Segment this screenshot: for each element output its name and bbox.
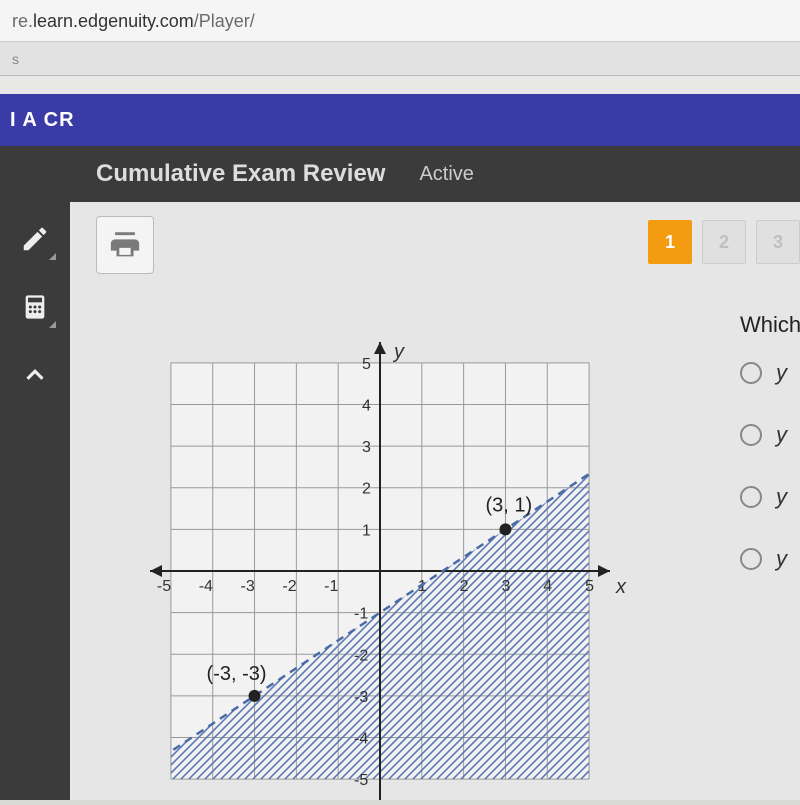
svg-text:-2: -2 [282, 578, 296, 595]
question-column: Which y y y y [740, 312, 800, 608]
left-toolbar [0, 202, 70, 800]
svg-text:4: 4 [362, 397, 371, 414]
inequality-graph: -5-4-3-2-112345-5-4-3-2-112345xy(3, 1)(-… [120, 312, 640, 800]
svg-text:(3, 1): (3, 1) [485, 494, 532, 516]
option-c-label: y [776, 484, 787, 510]
svg-text:y: y [392, 341, 405, 363]
svg-text:2: 2 [460, 578, 469, 595]
svg-text:5: 5 [362, 356, 371, 373]
svg-text:1: 1 [362, 522, 371, 539]
calculator-icon [21, 293, 49, 321]
main-area: 1 2 3 -5-4-3-2-112345-5-4-3-2-112345xy(3… [0, 202, 800, 800]
pencil-tool[interactable] [12, 216, 58, 262]
option-a-label: y [776, 360, 787, 386]
chevron-up-icon [20, 360, 50, 390]
pencil-icon [20, 224, 50, 254]
blank-strip [0, 76, 800, 94]
option-d[interactable]: y [740, 546, 800, 572]
svg-text:x: x [615, 576, 627, 598]
svg-text:4: 4 [543, 578, 552, 595]
svg-text:5: 5 [585, 578, 594, 595]
graph-container: -5-4-3-2-112345-5-4-3-2-112345xy(3, 1)(-… [120, 312, 640, 800]
svg-text:3: 3 [501, 578, 510, 595]
calculator-tool[interactable] [12, 284, 58, 330]
url-gray-prefix: re. [12, 11, 33, 31]
content-panel: 1 2 3 -5-4-3-2-112345-5-4-3-2-112345xy(3… [70, 202, 800, 800]
course-code: I A CR [10, 109, 75, 131]
radio-icon [740, 362, 762, 384]
svg-text:3: 3 [362, 439, 371, 456]
option-c[interactable]: y [740, 484, 800, 510]
tool-corner-icon [49, 321, 56, 328]
svg-text:-1: -1 [354, 606, 368, 623]
radio-icon [740, 548, 762, 570]
svg-text:-1: -1 [324, 578, 338, 595]
page-status: Active [419, 163, 473, 186]
option-b-label: y [776, 422, 787, 448]
page-title: Cumulative Exam Review [96, 160, 385, 188]
radio-icon [740, 424, 762, 446]
option-a[interactable]: y [740, 360, 800, 386]
print-icon [108, 228, 142, 262]
svg-text:-4: -4 [354, 731, 368, 748]
collapse-tool[interactable] [12, 352, 58, 398]
course-bar: I A CR [0, 94, 800, 146]
url-bar: re.learn.edgenuity.com/Player/ [0, 0, 800, 42]
svg-text:-4: -4 [199, 578, 213, 595]
svg-text:-3: -3 [241, 578, 255, 595]
question-pager: 1 2 3 [648, 220, 800, 264]
question-prompt: Which [740, 312, 800, 338]
tabs-strip: s [0, 42, 800, 76]
print-button[interactable] [96, 216, 154, 274]
url-host: learn.edgenuity.com [33, 11, 194, 31]
page-1-button[interactable]: 1 [648, 220, 692, 264]
page-2-button[interactable]: 2 [702, 220, 746, 264]
svg-text:(-3, -3): (-3, -3) [207, 663, 267, 685]
svg-text:-5: -5 [354, 772, 368, 789]
option-d-label: y [776, 546, 787, 572]
tab-hint: s [12, 51, 19, 67]
header-row: Cumulative Exam Review Active [0, 146, 800, 202]
radio-icon [740, 486, 762, 508]
tool-corner-icon [49, 253, 56, 260]
svg-text:-3: -3 [354, 689, 368, 706]
svg-text:-2: -2 [354, 647, 368, 664]
option-b[interactable]: y [740, 422, 800, 448]
url-gray-suffix: /Player/ [194, 11, 255, 31]
page-3-button[interactable]: 3 [756, 220, 800, 264]
svg-text:-5: -5 [157, 578, 171, 595]
svg-text:2: 2 [362, 481, 371, 498]
